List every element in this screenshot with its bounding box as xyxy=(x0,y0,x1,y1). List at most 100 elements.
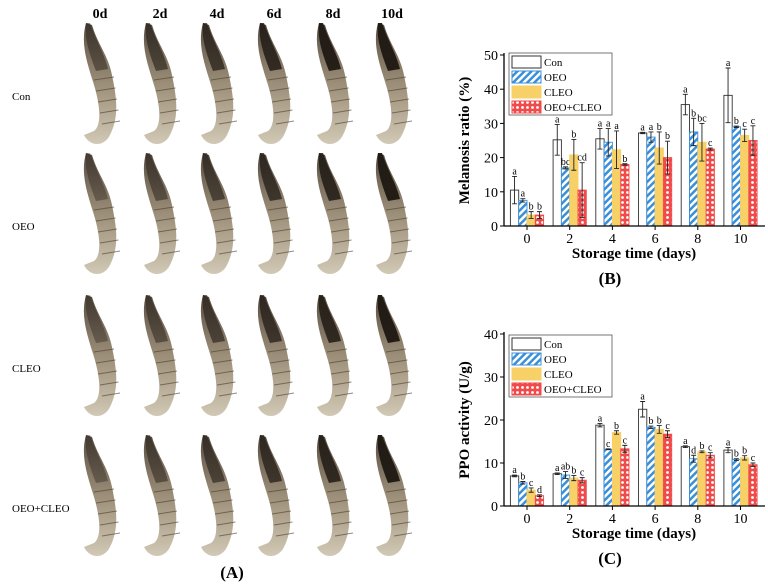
x-tick-label: 0 xyxy=(524,232,531,247)
significance-letter: b xyxy=(520,471,525,482)
error-bar xyxy=(563,471,569,479)
error-bar xyxy=(725,67,731,124)
significance-letter: b xyxy=(537,202,542,213)
x-axis-title: Storage time (days) xyxy=(572,526,696,542)
significance-letter: b xyxy=(614,421,619,432)
bar-con-day-0 xyxy=(509,475,520,507)
significance-letter: bc xyxy=(697,113,707,124)
error-bar xyxy=(579,162,585,218)
legend: Con OEO CLEO OEO+CLEO xyxy=(508,334,613,398)
shrimp-photo xyxy=(316,23,354,144)
bar-oeo-cleo-day-4 xyxy=(620,448,630,507)
y-tick-label: 0 xyxy=(491,500,498,515)
bar-cleo-day-8 xyxy=(697,451,707,507)
error-bar xyxy=(579,477,585,484)
y-tick-label: 10 xyxy=(484,457,498,472)
shrimp-photo xyxy=(257,435,295,556)
bar-oeo-cleo-day-2 xyxy=(577,479,587,507)
panel-label: (C) xyxy=(598,549,622,568)
shrimp-photo xyxy=(83,435,121,556)
error-bar xyxy=(707,147,713,151)
shrimp-photo xyxy=(316,153,354,274)
significance-letter: c xyxy=(665,421,670,432)
bar-oeo-cleo-day-8 xyxy=(705,148,715,227)
panel-label: (B) xyxy=(599,269,622,288)
column-label: 0d xyxy=(93,7,108,22)
error-bar xyxy=(742,455,748,461)
significance-letter: b xyxy=(571,465,576,476)
significance-letter: a xyxy=(726,438,731,449)
error-bar xyxy=(571,475,577,482)
x-tick-label: 6 xyxy=(652,232,659,247)
significance-letter: c xyxy=(529,478,534,489)
legend: Con OEO CLEO OEO+CLEO xyxy=(508,52,613,116)
significance-letter: c xyxy=(742,119,747,130)
error-bar xyxy=(622,444,628,453)
bar-oeo-day-2 xyxy=(560,167,571,227)
significance-letter: b xyxy=(571,129,576,140)
bar-oeo-day-0 xyxy=(518,199,528,227)
bar-oeo-day-10 xyxy=(731,126,741,227)
legend-swatch xyxy=(511,367,542,381)
error-bar xyxy=(750,125,756,156)
legend-swatch xyxy=(511,337,542,351)
shrimp-photo xyxy=(257,295,295,416)
significance-letter: b xyxy=(622,154,627,165)
significance-letter: a xyxy=(614,121,619,132)
x-tick-label: 8 xyxy=(694,512,701,527)
bar-con-day-2 xyxy=(552,473,562,507)
x-tick-label: 2 xyxy=(566,512,573,527)
significance-letter: d xyxy=(691,445,696,456)
error-bar xyxy=(725,447,731,454)
legend-swatch xyxy=(511,382,542,396)
error-bar xyxy=(750,462,756,467)
bar-oeo-day-4 xyxy=(603,448,613,507)
significance-letter: c xyxy=(751,116,756,127)
shrimp-photo xyxy=(143,23,181,144)
y-tick-label: 40 xyxy=(484,328,498,343)
x-tick-label: 8 xyxy=(694,232,701,247)
bar-cleo-day-10 xyxy=(740,457,750,507)
shrimp-photo xyxy=(83,295,121,416)
legend-label: Con xyxy=(544,339,563,351)
shrimp-photo xyxy=(200,23,238,144)
significance-letter: a xyxy=(521,189,526,200)
error-bar xyxy=(512,474,518,478)
error-bar xyxy=(682,93,688,116)
column-label: 4d xyxy=(210,7,225,22)
error-bar xyxy=(520,481,526,485)
bar-con-day-8 xyxy=(680,446,690,507)
error-bar xyxy=(733,125,739,128)
legend-swatch xyxy=(511,70,542,84)
significance-letter: a xyxy=(606,119,611,130)
shrimp-photo xyxy=(316,295,354,416)
error-bar xyxy=(520,198,526,203)
significance-letter: a xyxy=(683,436,688,447)
error-bar xyxy=(605,128,611,157)
column-label: 6d xyxy=(267,7,282,22)
error-bar xyxy=(699,450,705,454)
significance-letter: c xyxy=(751,453,756,464)
error-bar xyxy=(614,430,620,435)
column-label: 8d xyxy=(326,7,341,22)
shrimp-photo xyxy=(83,23,121,144)
x-tick-label: 2 xyxy=(566,232,573,247)
significance-letter: c xyxy=(708,443,713,454)
shrimp-photo xyxy=(257,23,295,144)
y-tick-label: 20 xyxy=(484,414,498,429)
bar-cleo-day-6 xyxy=(654,429,664,507)
error-bar xyxy=(597,422,603,428)
significance-letter: a xyxy=(555,114,560,125)
bar-oeo-cleo-day-0 xyxy=(534,495,545,507)
shrimp-photo xyxy=(316,435,354,556)
error-bar xyxy=(691,454,697,463)
significance-letter: b xyxy=(734,116,739,127)
significance-letter: a xyxy=(683,84,688,95)
x-tick-label: 4 xyxy=(609,512,616,527)
error-bar xyxy=(707,452,713,459)
legend-swatch xyxy=(511,352,542,366)
y-tick-label: 40 xyxy=(484,83,498,98)
bar-con-day-4 xyxy=(595,424,605,507)
